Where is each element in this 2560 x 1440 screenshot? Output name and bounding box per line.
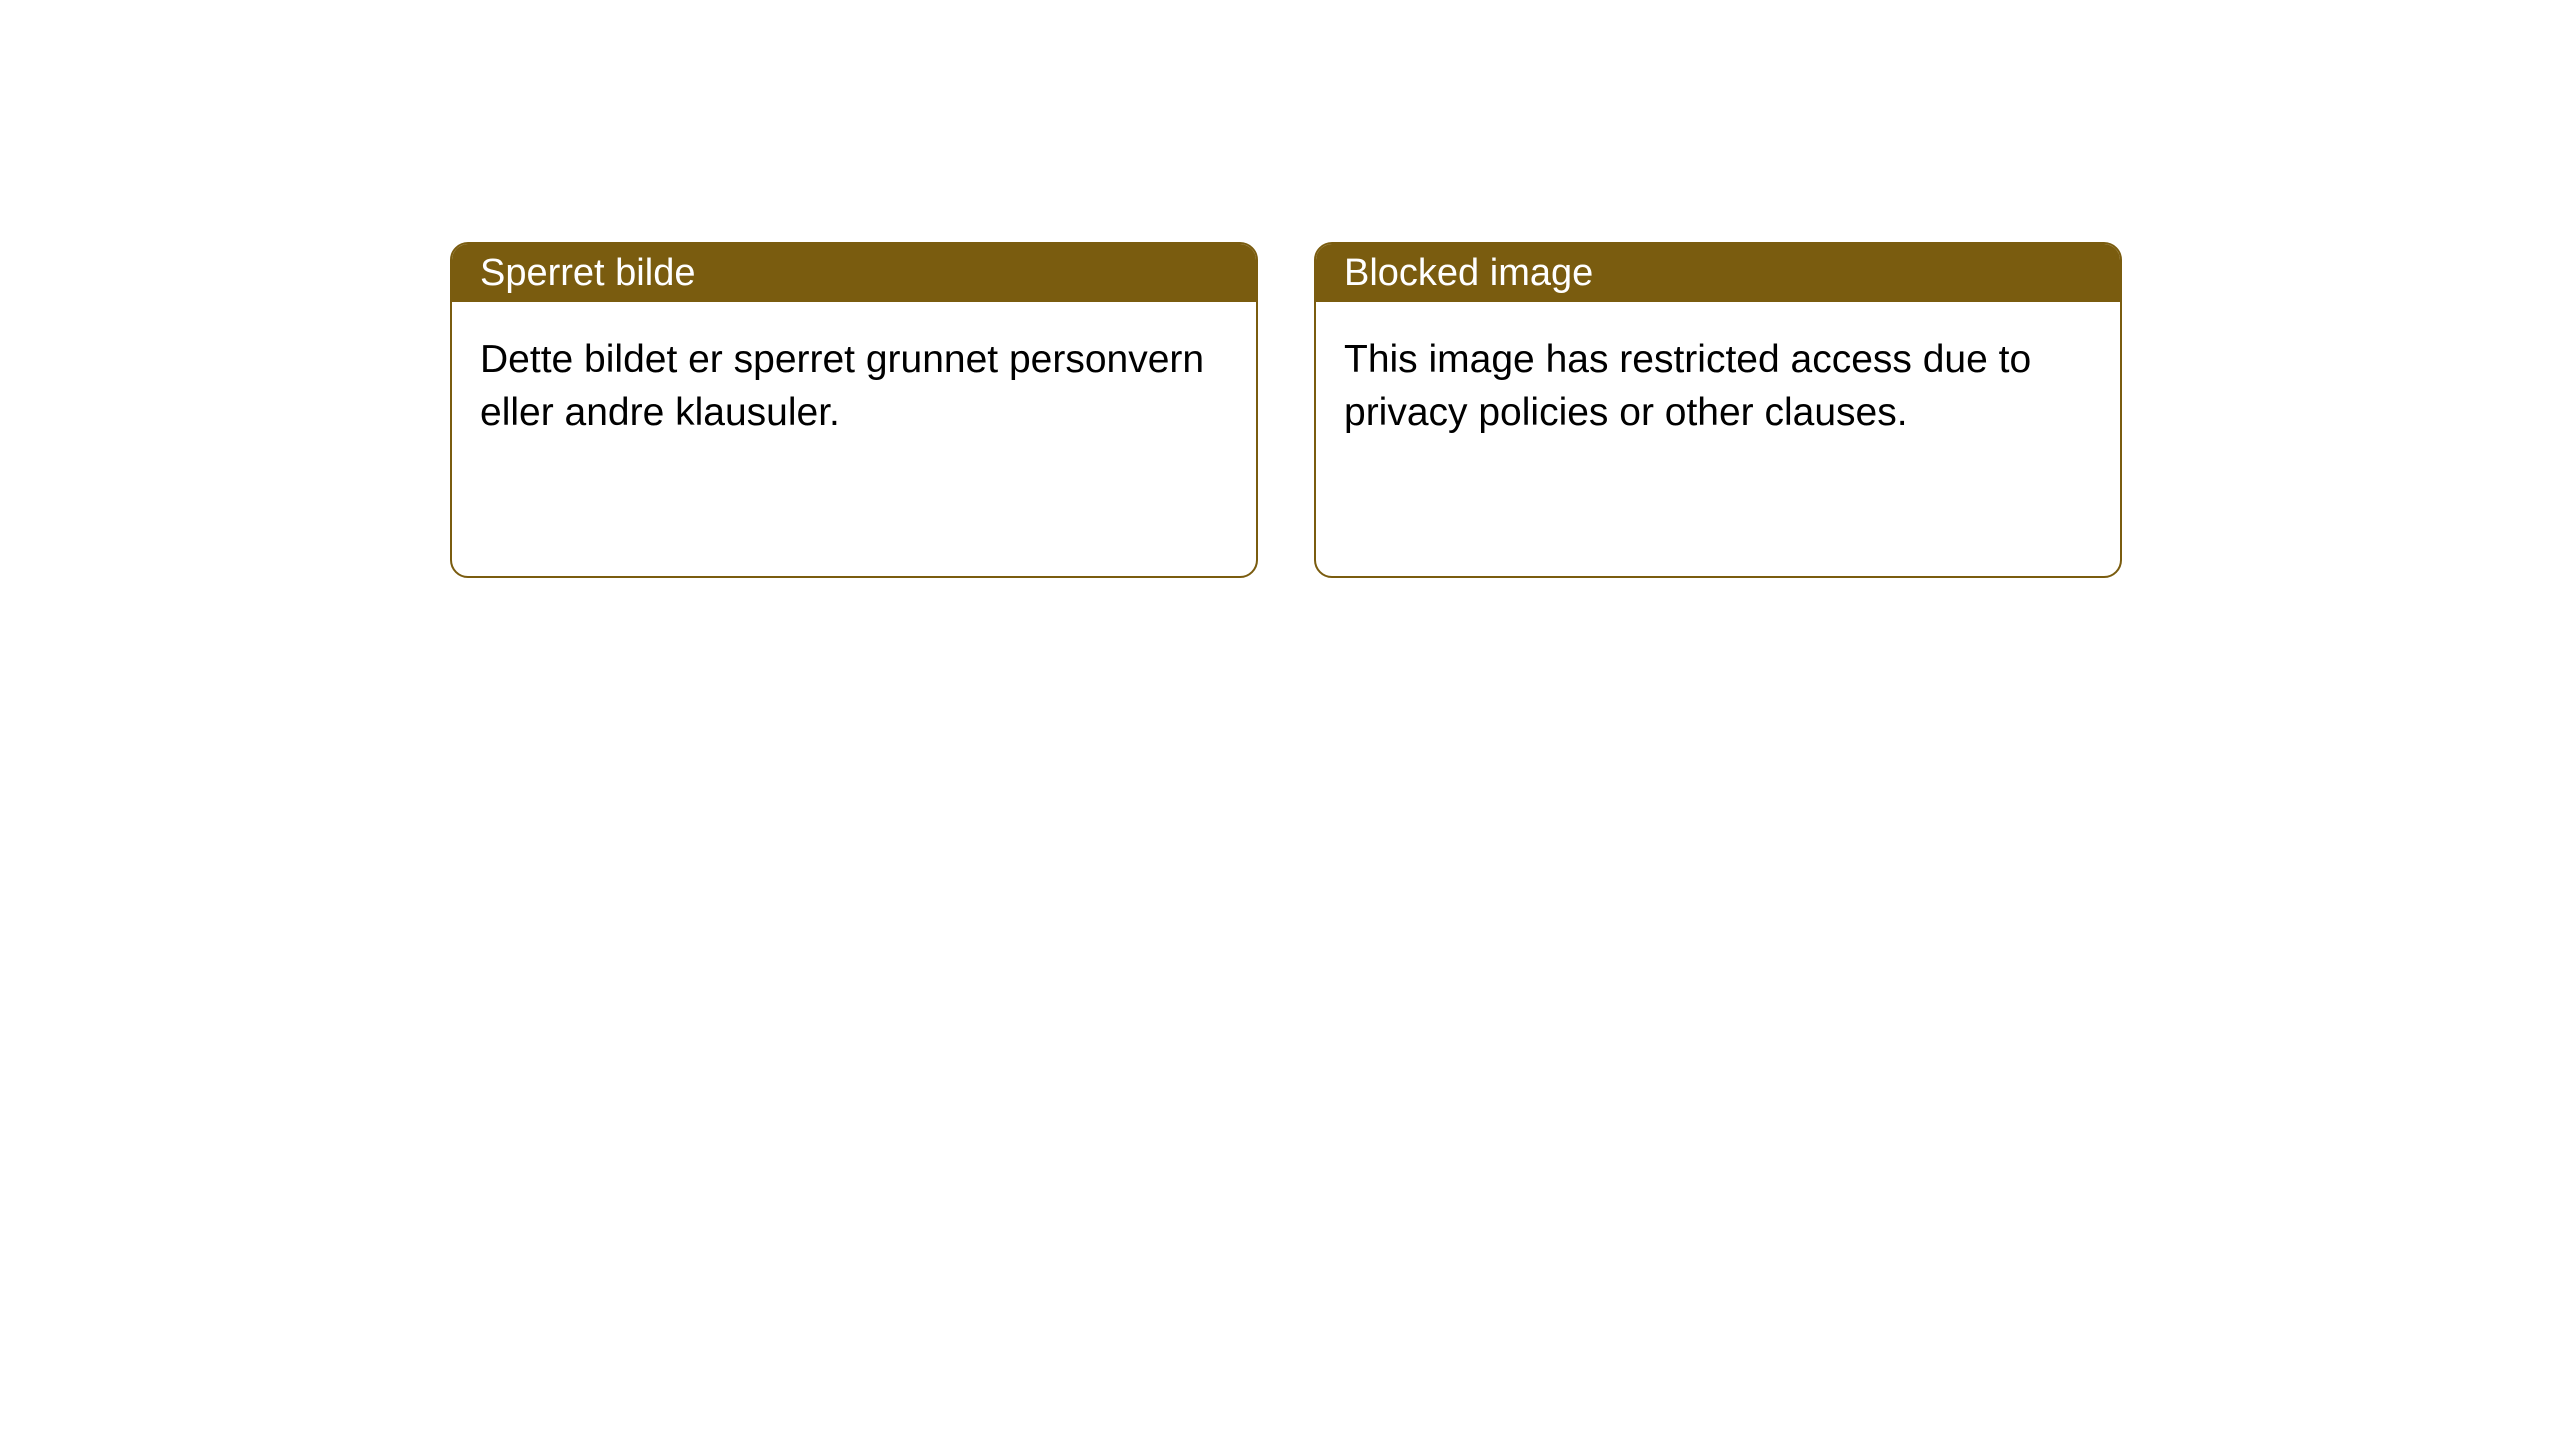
notice-body-text: Dette bildet er sperret grunnet personve… <box>480 338 1204 434</box>
notice-body-text: This image has restricted access due to … <box>1344 338 2031 434</box>
notice-container: Sperret bilde Dette bildet er sperret gr… <box>0 0 2560 578</box>
notice-header: Sperret bilde <box>452 244 1256 302</box>
notice-card-english: Blocked image This image has restricted … <box>1314 242 2122 578</box>
notice-body: Dette bildet er sperret grunnet personve… <box>452 302 1256 471</box>
notice-header: Blocked image <box>1316 244 2120 302</box>
notice-title: Sperret bilde <box>480 252 695 295</box>
notice-body: This image has restricted access due to … <box>1316 302 2120 471</box>
notice-title: Blocked image <box>1344 252 1593 295</box>
notice-card-norwegian: Sperret bilde Dette bildet er sperret gr… <box>450 242 1258 578</box>
